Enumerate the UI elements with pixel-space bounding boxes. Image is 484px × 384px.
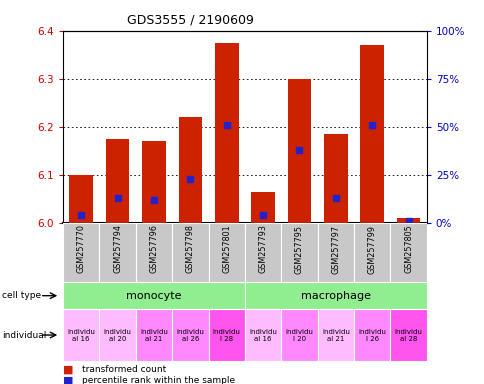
Bar <box>63 223 99 282</box>
Bar <box>172 223 208 282</box>
Text: percentile rank within the sample: percentile rank within the sample <box>82 376 235 384</box>
Bar <box>99 223 136 282</box>
Text: individu
al 21: individu al 21 <box>321 329 349 341</box>
Text: transformed count: transformed count <box>82 365 166 374</box>
Text: individu
l 20: individu l 20 <box>285 329 313 341</box>
Bar <box>323 134 347 223</box>
Bar <box>317 223 353 282</box>
Text: individu
al 21: individu al 21 <box>140 329 167 341</box>
Bar <box>390 223 426 282</box>
Bar <box>360 45 383 223</box>
Bar <box>136 309 172 361</box>
Bar <box>63 309 99 361</box>
Text: individu
al 28: individu al 28 <box>394 329 422 341</box>
Text: individu
l 26: individu l 26 <box>358 329 385 341</box>
Text: ■: ■ <box>63 375 74 384</box>
Bar <box>208 309 244 361</box>
Bar <box>281 223 317 282</box>
Bar <box>281 309 317 361</box>
Bar <box>69 175 93 223</box>
Text: individu
al 16: individu al 16 <box>67 329 95 341</box>
Text: GSM257795: GSM257795 <box>294 225 303 273</box>
Bar <box>251 192 274 223</box>
Bar <box>106 139 129 223</box>
Bar <box>244 223 281 282</box>
Bar <box>317 309 353 361</box>
Text: individu
al 20: individu al 20 <box>104 329 131 341</box>
Text: GSM257793: GSM257793 <box>258 225 267 273</box>
Text: GSM257799: GSM257799 <box>367 225 376 273</box>
Bar <box>287 79 311 223</box>
Bar <box>172 309 208 361</box>
Text: GSM257798: GSM257798 <box>185 225 195 273</box>
Bar <box>136 223 172 282</box>
Text: GSM257794: GSM257794 <box>113 225 122 273</box>
Text: individu
al 16: individu al 16 <box>249 329 276 341</box>
Text: GDS3555 / 2190609: GDS3555 / 2190609 <box>127 14 253 27</box>
Bar <box>142 141 166 223</box>
Bar <box>178 117 202 223</box>
Bar <box>244 282 426 309</box>
Text: individu
l 28: individu l 28 <box>212 329 240 341</box>
Bar <box>99 309 136 361</box>
Text: monocyte: monocyte <box>126 291 182 301</box>
Text: ■: ■ <box>63 365 74 375</box>
Text: cell type: cell type <box>2 291 42 300</box>
Bar <box>353 223 390 282</box>
Bar <box>390 309 426 361</box>
Text: GSM257797: GSM257797 <box>331 225 340 273</box>
Text: GSM257801: GSM257801 <box>222 225 231 273</box>
Bar <box>244 309 281 361</box>
Text: GSM257796: GSM257796 <box>149 225 158 273</box>
Bar <box>63 282 244 309</box>
Text: individu
al 26: individu al 26 <box>176 329 204 341</box>
Text: GSM257770: GSM257770 <box>76 225 86 273</box>
Text: individual: individual <box>2 331 46 339</box>
Bar <box>353 309 390 361</box>
Bar <box>396 218 420 223</box>
Text: macrophage: macrophage <box>300 291 370 301</box>
Bar <box>214 43 238 223</box>
Text: GSM257805: GSM257805 <box>403 225 412 273</box>
Bar <box>208 223 244 282</box>
